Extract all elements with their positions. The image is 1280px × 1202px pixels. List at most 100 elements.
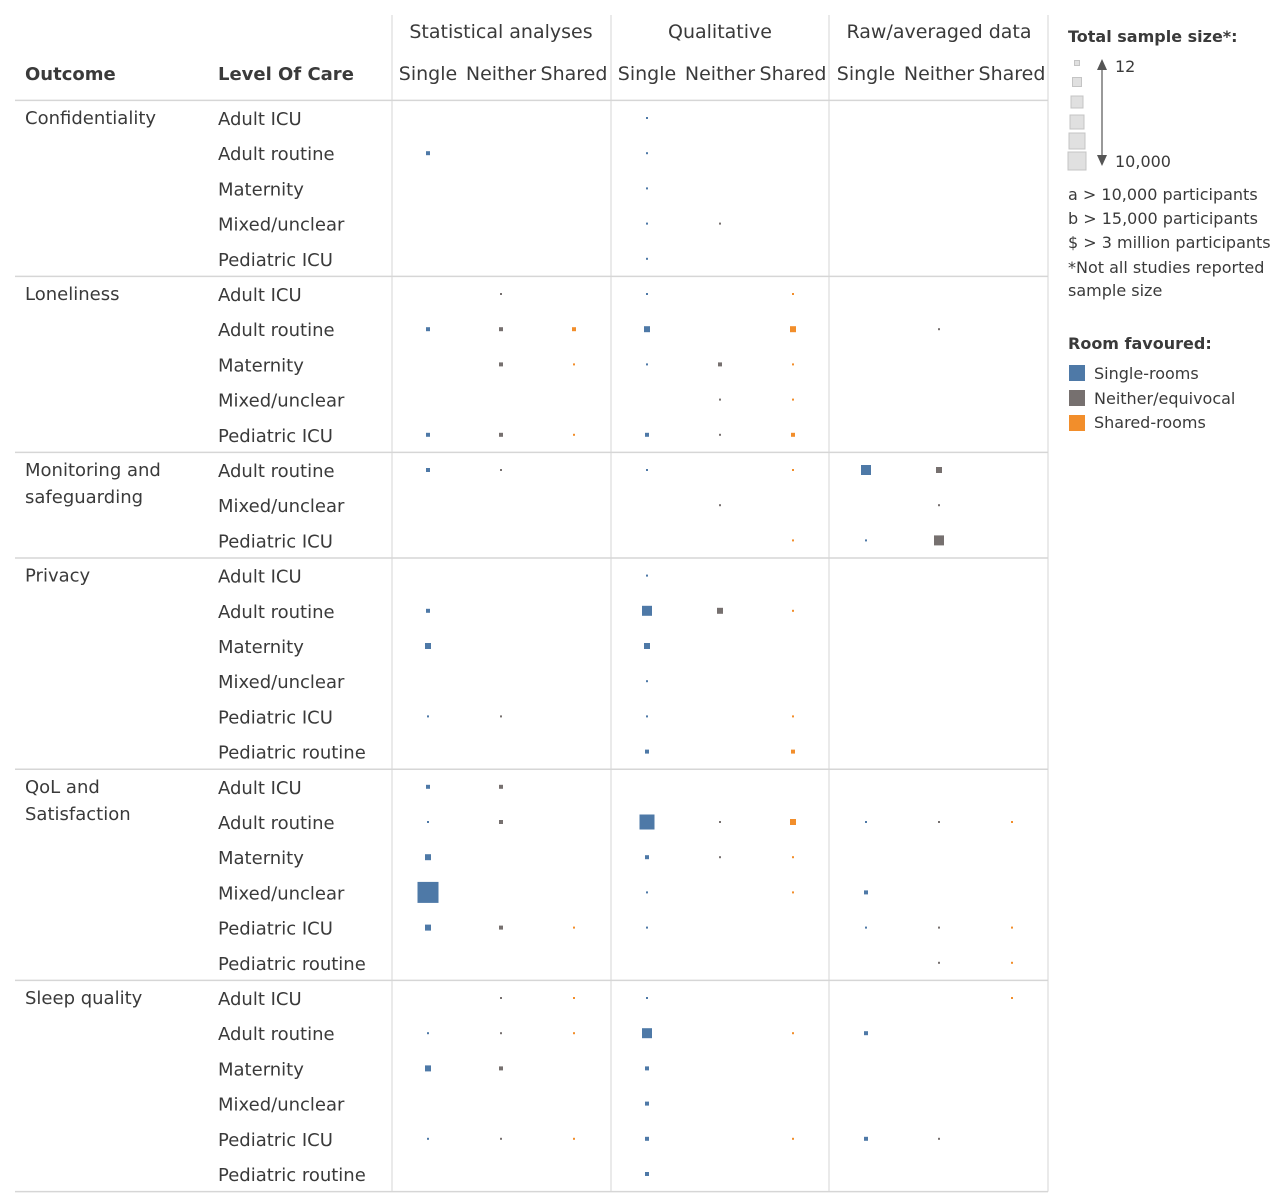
data-mark-single [646,257,648,260]
data-mark-neither [938,328,940,331]
data-mark-single [865,926,867,929]
grid-lines [15,15,1049,1193]
data-mark-shared [792,891,794,894]
level-of-care-label: Adult routine [218,144,335,165]
level-of-care-label: Pediatric ICU [218,1130,333,1151]
data-mark-shared [573,1032,575,1035]
level-of-care-label: Maternity [218,179,304,200]
data-mark-neither [499,432,503,437]
data-mark-single [425,854,431,861]
note-sample-size-1: *Not all studies reported [1068,258,1264,277]
data-mark-single [417,881,439,903]
data-mark-shared [792,469,794,471]
data-mark-neither [718,362,722,367]
level-of-care-label: Mixed/unclear [218,391,345,412]
data-mark-single [646,469,648,471]
data-mark-single [864,1031,868,1036]
level-of-care-label: Adult routine [218,461,335,482]
data-mark-neither [499,784,503,789]
data-mark-single [645,855,649,860]
data-mark-single [865,539,867,542]
outcome-label: Sleep quality [25,988,143,1009]
data-mark-single [645,432,649,437]
level-of-care-label: Maternity [218,355,304,376]
data-mark-single [646,152,648,155]
data-mark-single [425,924,431,931]
data-mark-single [425,1065,431,1072]
legend-label-single: Single-rooms [1094,364,1199,383]
level-of-care-label: Adult ICU [218,285,302,306]
level-of-care-label: Maternity [218,637,304,658]
data-mark-neither [500,1032,502,1035]
level-of-care-label: Adult ICU [218,778,302,799]
data-mark-neither [499,925,503,930]
data-mark-single [646,574,648,577]
data-mark-single [646,222,648,225]
data-mark-single [426,151,430,156]
data-mark-neither [500,1137,502,1140]
data-mark-neither [719,821,721,823]
data-mark-shared [792,363,794,366]
data-mark-single [864,890,868,895]
data-mark-neither [719,504,721,507]
subheader-qualitative-shared: Shared [760,63,827,85]
legend-swatch-single [1069,365,1085,381]
subheader-raw-single: Single [837,63,895,85]
level-of-care-label: Adult routine [218,813,335,834]
data-mark-neither [938,926,940,929]
data-mark-single [427,821,429,823]
data-mark-shared [1011,821,1013,823]
row-labels: Confidentiality Adult ICU Adult routine Mat… [25,108,366,1186]
legend: Total sample size*: 12 10,000 a > 10,000… [1067,27,1271,432]
data-mark-neither [499,820,503,824]
level-of-care-label: Pediatric ICU [218,707,333,728]
data-mark-single [646,293,648,295]
size-scale-square [1074,60,1080,66]
subcolumn-headers: Single Neither Shared Single Neither Shared Si… [399,63,1046,85]
data-mark-single [426,468,430,472]
legend-label-neither: Neither/equivocal [1094,389,1235,408]
data-mark-neither [500,293,502,295]
data-mark-single [427,1032,429,1035]
outcome-label: QoL and Satisfaction [25,777,131,825]
group-header-raw: Raw/averaged data [846,21,1031,43]
subheader-statistical-neither: Neither [466,63,536,85]
level-of-care-label: Pediatric routine [218,954,366,975]
level-of-care-column-header: Level Of Care [218,64,354,85]
level-of-care-label: Maternity [218,1059,304,1080]
data-marks [417,117,1013,1176]
data-mark-shared [792,293,794,295]
data-mark-neither [719,398,721,401]
data-mark-shared [573,997,575,999]
note-dollar: $ > 3 million participants [1068,233,1271,252]
subheader-statistical-single: Single [399,63,457,85]
data-mark-single [865,821,867,823]
data-mark-single [646,680,648,683]
data-mark-neither [938,1137,940,1140]
data-mark-single [644,326,650,333]
data-mark-single [426,327,430,332]
data-mark-neither [938,504,940,507]
subheader-statistical-shared: Shared [541,63,608,85]
level-of-care-label: Mixed/unclear [218,1095,345,1116]
subheader-raw-neither: Neither [904,63,974,85]
level-of-care-label: Adult routine [218,1024,335,1045]
data-mark-shared [1011,961,1013,964]
data-mark-single [427,1137,429,1140]
level-of-care-label: Pediatric ICU [218,250,333,271]
data-mark-single [645,749,649,754]
data-mark-single [426,784,430,789]
level-of-care-label: Mixed/unclear [218,883,345,904]
level-of-care-label: Pediatric ICU [218,426,333,447]
data-mark-single [861,465,871,475]
data-mark-shared [791,432,795,437]
data-mark-shared [791,749,795,754]
data-mark-shared [792,609,794,612]
size-scale [1067,60,1087,171]
data-mark-single [427,715,429,718]
data-mark-neither [934,535,944,546]
outcome-label: Confidentiality [25,108,156,129]
data-mark-neither [936,467,942,473]
data-mark-neither [719,856,721,859]
